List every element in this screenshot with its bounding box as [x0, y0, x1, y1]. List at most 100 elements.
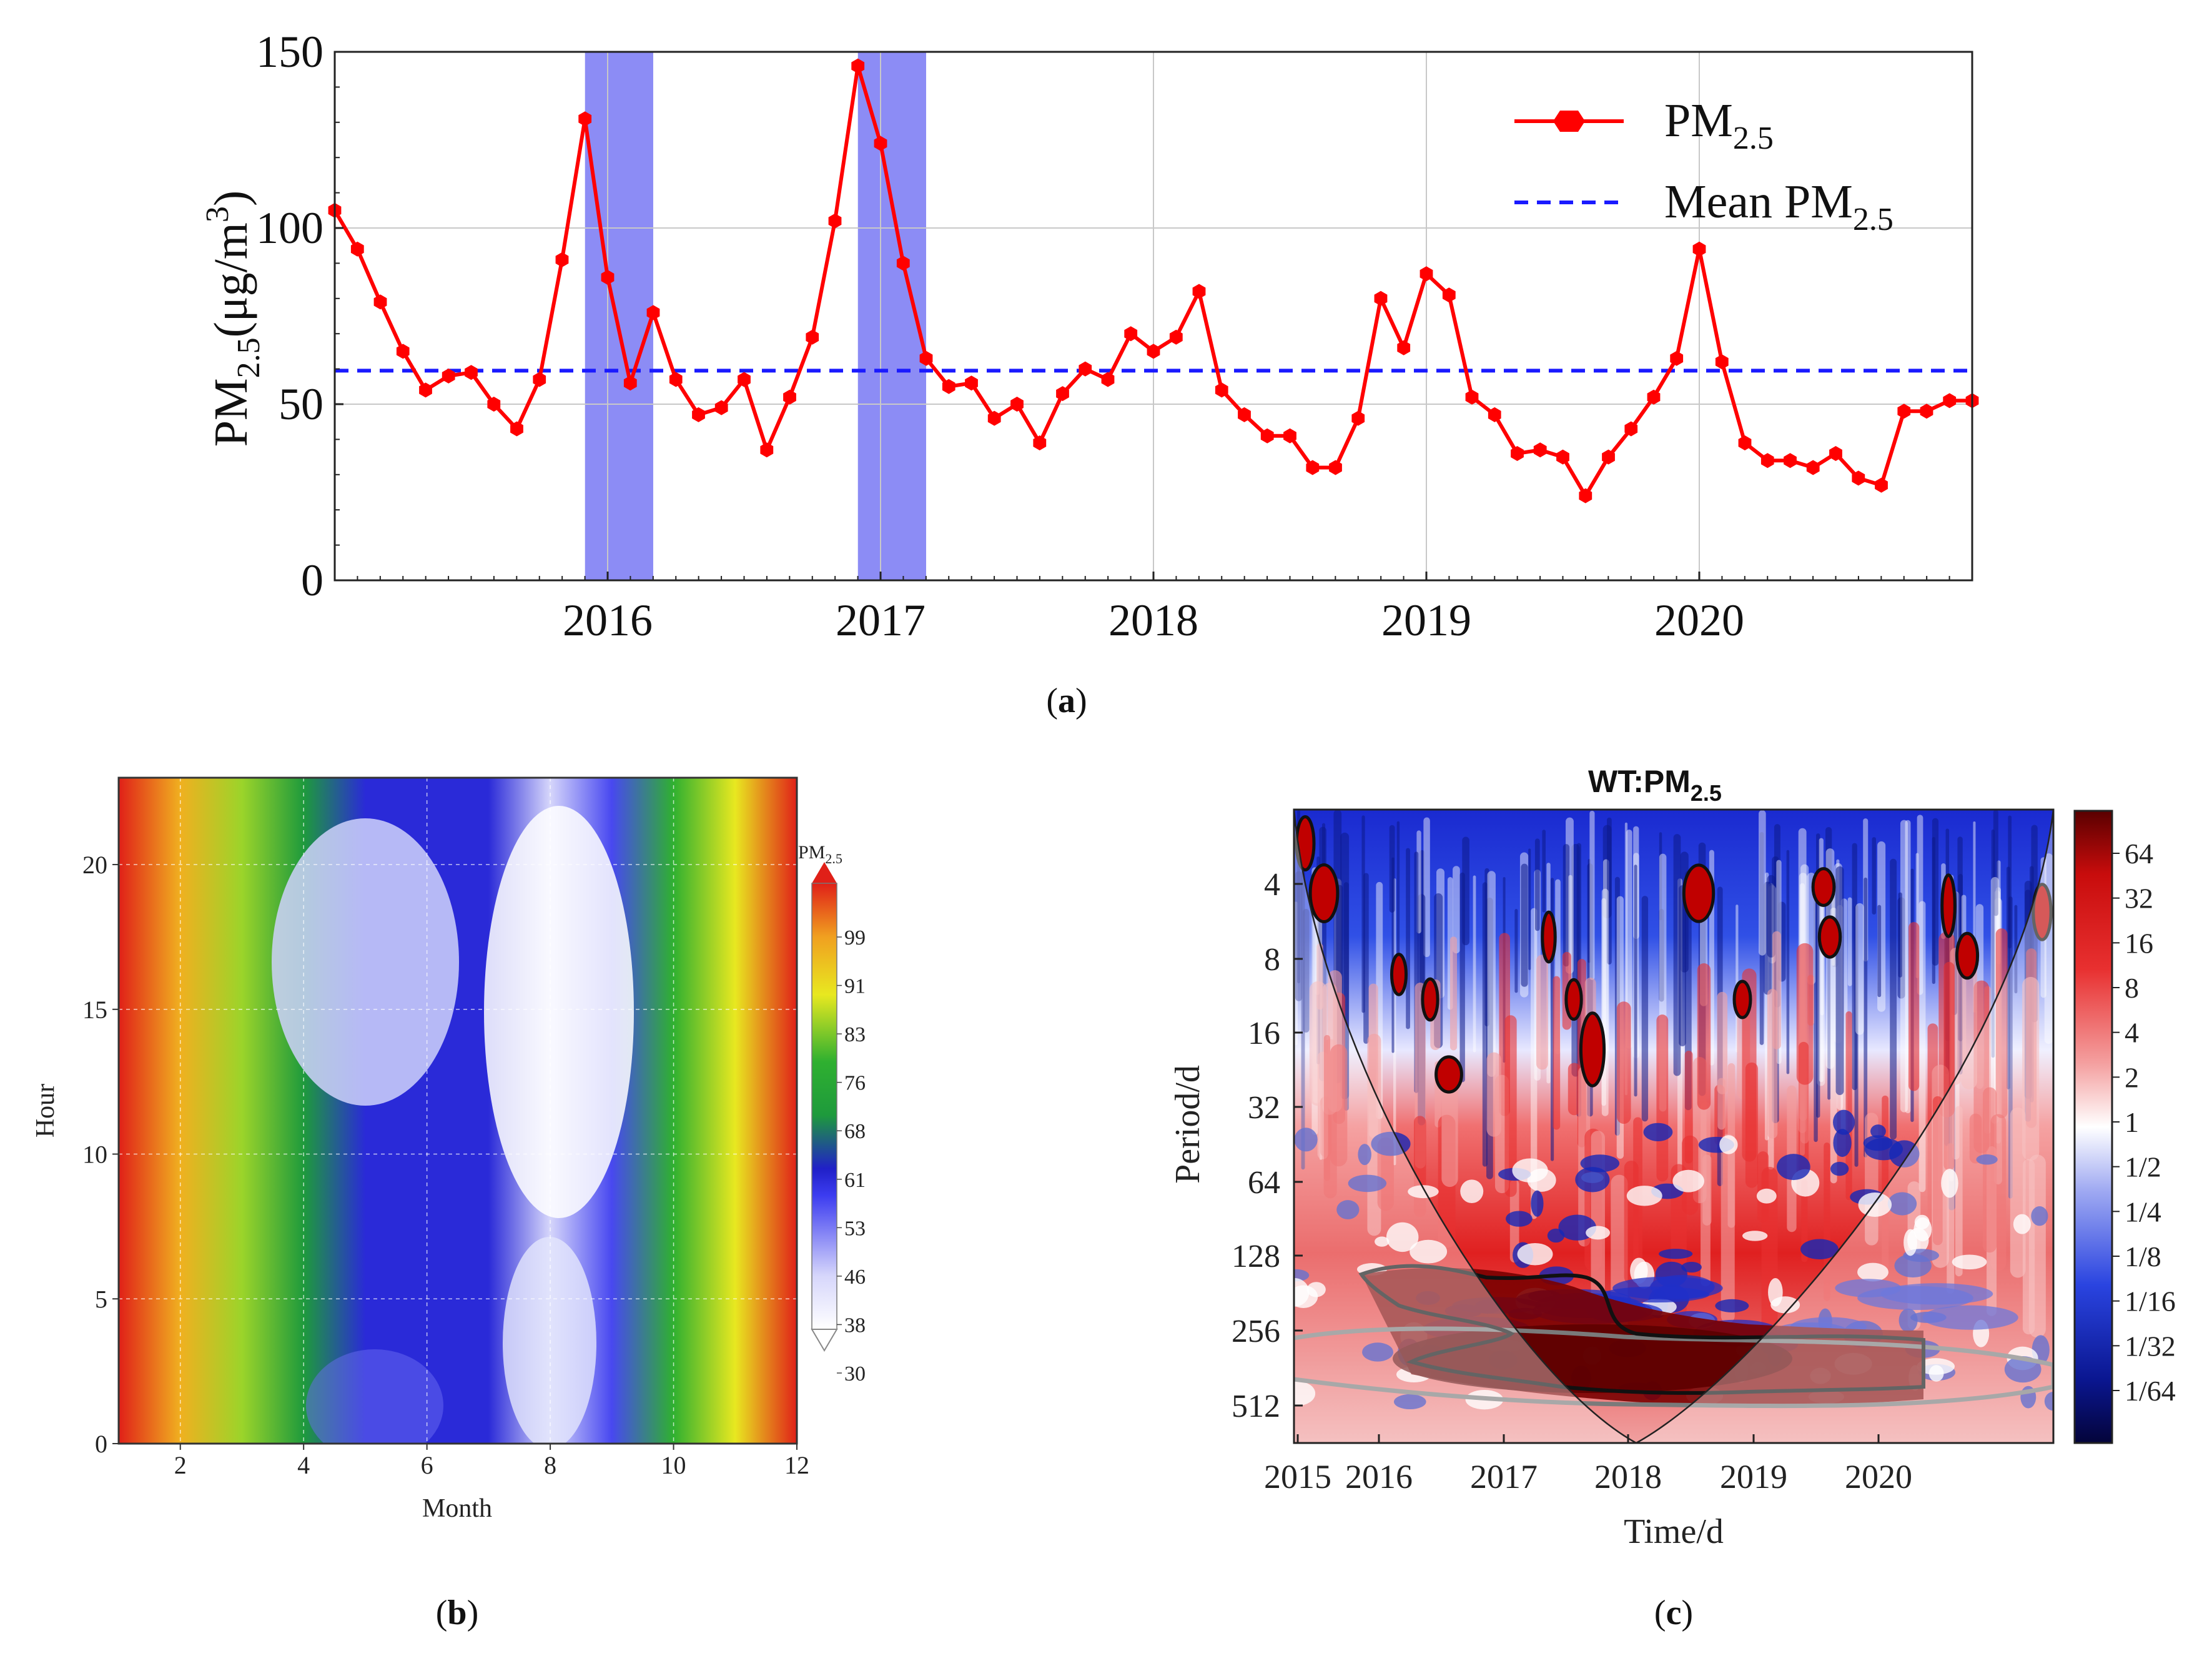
y-tick-label: 15 — [82, 996, 107, 1024]
legend-series-label: PM2.5 — [1664, 94, 1774, 156]
significance-blob — [1541, 910, 1557, 964]
texture-spot — [1715, 1299, 1749, 1312]
data-point — [555, 252, 569, 267]
texture-stripe — [1854, 905, 1859, 1167]
significance-blob — [1682, 863, 1716, 923]
panel-label-c: (c) — [1654, 1594, 1693, 1632]
data-point — [1920, 404, 1933, 419]
texture-stripe — [2022, 1159, 2035, 1335]
data-point — [1351, 410, 1365, 426]
colorbar — [811, 883, 837, 1330]
y-tick-label: 4 — [1264, 867, 1280, 903]
significance-contour-black — [1358, 1264, 1925, 1395]
x-tick-label: 2020 — [1845, 1458, 1912, 1495]
texture-stripe — [1391, 857, 1395, 1053]
x-tick-label: 2016 — [1345, 1458, 1413, 1495]
colorbar-ticks: 64 32 16 8 4 2 1 1/2 1/4 1/8 1/16 1/32 1/64 — [2112, 838, 2176, 1407]
data-point — [1420, 266, 1433, 282]
texture-stripe — [1441, 1076, 1458, 1187]
data-point — [623, 375, 637, 391]
texture-stripe — [1717, 991, 1728, 1094]
data-point — [1943, 393, 1957, 409]
data-point — [646, 305, 660, 320]
colorbar-tick-label: 4 — [2125, 1017, 2139, 1049]
texture-stripe — [1864, 877, 1868, 1158]
y-tick-label: 32 — [1248, 1090, 1280, 1126]
texture-spot — [1630, 1257, 1648, 1284]
texture-stripe — [1890, 858, 1897, 1140]
significance-contour-gray — [1294, 1326, 2053, 1409]
texture-spot — [1672, 1169, 1704, 1192]
x-axis-ticks: 2016 2017 2018 2019 2020 — [357, 572, 1950, 645]
significance-blob — [1732, 979, 1752, 1019]
data-point — [1329, 460, 1342, 475]
data-point — [1147, 344, 1160, 359]
low-concentration-blob — [484, 806, 634, 1218]
texture-spot — [1898, 1308, 1918, 1332]
y-axis-ticks: 4 8 16 32 64 128 256 512 — [1232, 867, 1303, 1424]
data-point — [874, 136, 887, 151]
data-point — [1260, 428, 1274, 444]
x-tick-label: 8 — [544, 1451, 556, 1479]
data-point — [1852, 470, 1865, 486]
texture-spot — [1294, 1381, 1316, 1406]
texture-stripe — [1368, 983, 1378, 1138]
texture-stripe — [1536, 954, 1548, 1070]
low-concentration-blob — [272, 818, 459, 1106]
texture-stripe — [1406, 848, 1410, 1029]
x-tick-label: 2018 — [1108, 595, 1198, 645]
texture-spot — [1375, 1236, 1390, 1247]
data-point — [1738, 435, 1752, 450]
texture-stripe — [1877, 905, 1882, 998]
y-tick-label: 64 — [1248, 1165, 1280, 1201]
texture-stripe — [1330, 1044, 1348, 1167]
colorbar-tick-label: 30 — [844, 1362, 866, 1386]
y-tick-label: 100 — [256, 203, 323, 253]
x-axis-label: Month — [422, 1494, 492, 1523]
data-point — [1875, 477, 1888, 493]
data-point — [692, 407, 705, 422]
texture-stripe — [1504, 1015, 1517, 1197]
plot-frame — [117, 776, 798, 1445]
texture-stripe — [1830, 907, 1837, 1184]
texture-spot — [1857, 1262, 1889, 1282]
texture-spot — [1643, 1123, 1673, 1141]
y-tick-label: 0 — [301, 555, 323, 605]
significance-blob — [2032, 883, 2053, 941]
y-axis-ticks: 0 50 100 150 — [256, 27, 343, 605]
data-point — [738, 372, 751, 387]
colorbar-tick-label: 68 — [844, 1120, 866, 1143]
panel-label-b: (b) — [436, 1594, 478, 1632]
data-point — [510, 421, 523, 437]
texture-stripe — [1601, 888, 1609, 1116]
texture-stripe — [1568, 1063, 1581, 1116]
colorbar-tick-label: 16 — [2125, 927, 2153, 959]
texture-spot — [1626, 1186, 1662, 1206]
texture-spot — [1858, 1192, 1892, 1217]
colorbar-tick-label: 1/64 — [2125, 1375, 2176, 1407]
data-point — [1010, 397, 1024, 412]
y-axis-label: Period/d — [1168, 1065, 1207, 1184]
y-tick-label: 10 — [82, 1141, 107, 1169]
legend: PM2.5 Mean PM2.5 — [1514, 94, 1894, 237]
colorbar-tick-label: 1/16 — [2125, 1286, 2176, 1317]
significance-blob — [1940, 873, 1957, 938]
data-point — [828, 213, 842, 229]
texture-stripe — [1303, 908, 1310, 1033]
texture-spot — [1928, 1365, 1944, 1382]
texture-spot — [1770, 1296, 1800, 1314]
data-point — [601, 270, 615, 285]
texture-spot — [2031, 1206, 2048, 1226]
texture-stripe — [1898, 892, 1902, 978]
data-point — [1079, 361, 1092, 377]
data-point — [578, 111, 592, 127]
texture-spot — [1612, 1276, 1723, 1300]
x-tick-label: 2017 — [836, 595, 926, 645]
colorbar-tick-label: 91 — [844, 975, 866, 998]
significance-blob — [1564, 978, 1583, 1021]
texture-stripe — [1656, 1014, 1669, 1182]
texture-spot — [1833, 1129, 1852, 1158]
x-tick-label: 2019 — [1381, 595, 1471, 645]
colorbar-tick-label: 32 — [2125, 883, 2153, 915]
y-tick-label: 0 — [95, 1430, 107, 1458]
